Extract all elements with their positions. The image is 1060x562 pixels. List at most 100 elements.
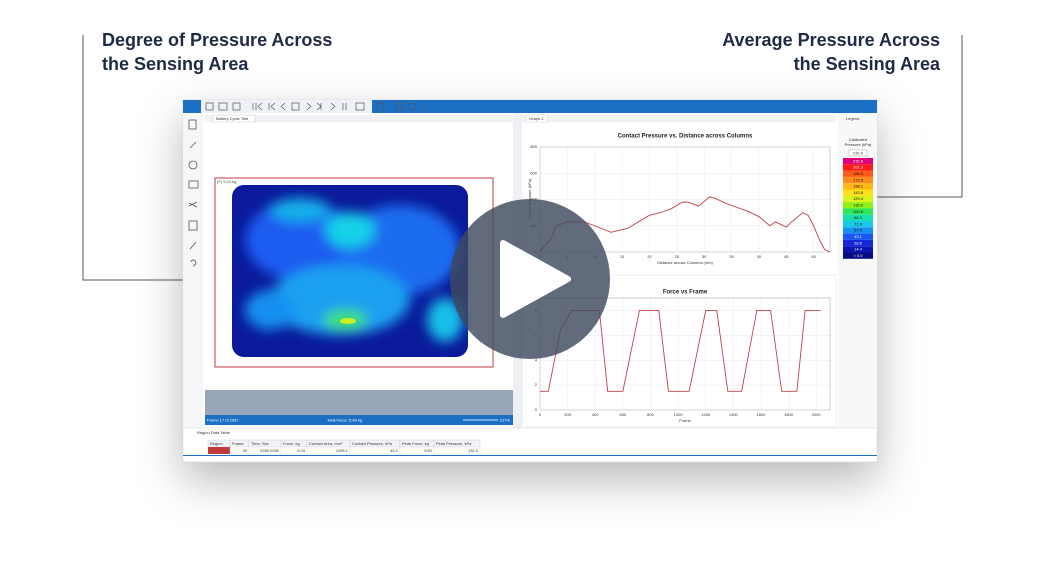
x-tick-label: 1800 bbox=[784, 412, 794, 417]
legend-level: 158.1 bbox=[853, 184, 864, 189]
play-button[interactable] bbox=[450, 199, 610, 359]
table-cell-text: 132.3 bbox=[468, 448, 479, 453]
legend-swatch bbox=[843, 239, 873, 247]
status-zoom: 127% bbox=[500, 418, 511, 423]
table-cell bbox=[433, 446, 481, 455]
y-tick-label: 0 bbox=[535, 407, 538, 412]
y-tick-label: 800 bbox=[530, 144, 537, 149]
annotation-right: the Sensing Area bbox=[794, 54, 941, 74]
canvas-footer bbox=[205, 390, 513, 415]
table-cell-text: 1095.1 bbox=[336, 448, 349, 453]
graph-tab[interactable] bbox=[525, 114, 549, 123]
table-header: Contact Pressure, kPa bbox=[352, 441, 393, 446]
x-axis-label: Frame bbox=[679, 418, 691, 423]
x-tick-label: 2000 bbox=[812, 412, 822, 417]
table-header: Force, kg bbox=[283, 441, 300, 446]
annotation-right: Average Pressure Across bbox=[722, 30, 940, 50]
graph-tab-label[interactable]: Graph-1 bbox=[529, 116, 544, 121]
legend-level: 14.4 bbox=[854, 247, 863, 252]
x-tick-label: 35 bbox=[729, 254, 734, 259]
legend-tab[interactable]: Legend bbox=[846, 116, 859, 121]
legend-swatch bbox=[843, 252, 873, 259]
legend-swatch bbox=[843, 158, 873, 165]
x-tick-label: 25 bbox=[675, 254, 680, 259]
legend-level: 186.9 bbox=[853, 171, 864, 176]
legend-swatch bbox=[843, 233, 873, 240]
legend-level: 172.5 bbox=[853, 177, 864, 182]
legend-swatch bbox=[843, 246, 873, 253]
legend-swatch bbox=[843, 176, 873, 184]
annotation-left: Degree of Pressure Across bbox=[102, 30, 332, 50]
x-tick-label: 400 bbox=[592, 412, 599, 417]
legend-swatch bbox=[843, 214, 873, 221]
legend-level: 43.1 bbox=[854, 234, 863, 239]
legend-level: 215.6 bbox=[853, 158, 864, 163]
x-tick-label: 1600 bbox=[756, 412, 766, 417]
x-tick-label: 200 bbox=[564, 412, 571, 417]
table-cell-text: 45.2 bbox=[390, 448, 399, 453]
annotations: Degree of Pressure Across the Sensing Ar… bbox=[82, 30, 963, 282]
x-tick-label: 45 bbox=[784, 254, 789, 259]
region-label: (F) 5.04 kg bbox=[217, 179, 236, 184]
sidebar bbox=[183, 113, 203, 428]
graph-tab-bar bbox=[522, 115, 836, 122]
legend-level: > 0.0 bbox=[853, 253, 863, 258]
pressure-map bbox=[214, 177, 494, 368]
x-tick-label: 800 bbox=[647, 412, 654, 417]
toolbar[interactable] bbox=[201, 100, 372, 113]
legend-level: 86.3 bbox=[854, 215, 863, 220]
legend-max: 230.0 bbox=[853, 150, 864, 155]
legend-swatch bbox=[843, 183, 873, 190]
table-cell-text: 2280.0280 bbox=[260, 448, 280, 453]
legend-level: 143.8 bbox=[853, 190, 864, 195]
legend-swatch bbox=[843, 164, 873, 171]
y-tick-label: 4 bbox=[535, 357, 538, 362]
toolbar-icons[interactable] bbox=[205, 102, 428, 111]
legend-swatch bbox=[843, 208, 873, 215]
status-frame: Frame 17 of 2087 bbox=[207, 418, 239, 423]
x-tick-label: 600 bbox=[620, 412, 627, 417]
legend-level: 129.4 bbox=[853, 196, 864, 201]
legend-swatch bbox=[843, 195, 873, 203]
legend-level: 28.8 bbox=[854, 240, 863, 245]
data-line bbox=[539, 196, 831, 253]
region-table: Region Frame Time, Sec Force, kg Contact Are… bbox=[207, 439, 481, 455]
callout-line bbox=[82, 35, 228, 281]
x-tick-label: 20 bbox=[647, 254, 652, 259]
region-swatch bbox=[208, 447, 230, 454]
graph-title: Contact Pressure vs. Distance across Col… bbox=[618, 134, 753, 140]
legend-title: Pressure (kPa) bbox=[845, 142, 872, 147]
table-title: Region Data Table bbox=[197, 430, 231, 435]
legend-level: 57.5 bbox=[854, 228, 863, 233]
doc-tab[interactable] bbox=[212, 114, 256, 123]
x-tick-label: 1000 bbox=[674, 412, 684, 417]
x-tick-label: 30 bbox=[702, 254, 707, 259]
legend-swatch bbox=[843, 221, 873, 228]
x-tick-label: 1400 bbox=[729, 412, 739, 417]
table-header: Peak Force, kg bbox=[402, 441, 429, 446]
table-header: Time, Sec bbox=[251, 441, 269, 446]
table-rule bbox=[183, 455, 877, 456]
table-header: Region bbox=[210, 441, 223, 446]
table-header: Peak Pressure, kPa bbox=[436, 441, 472, 446]
doc-tab-label[interactable]: Battery Cycle Test bbox=[216, 116, 249, 121]
zoom-slider[interactable] bbox=[463, 419, 498, 421]
legend-max-box[interactable] bbox=[848, 149, 868, 157]
x-axis-label: Distance across Columns (mm) bbox=[657, 260, 713, 265]
y-tick-label: 2 bbox=[535, 382, 538, 387]
legend-swatch bbox=[843, 227, 873, 234]
table-header: Contact Area, mm² bbox=[309, 441, 343, 446]
legend-level: 71.9 bbox=[854, 221, 863, 226]
doc-tab-bar bbox=[205, 115, 513, 122]
sidebar-icons[interactable] bbox=[188, 119, 199, 267]
x-tick-label: 40 bbox=[757, 254, 762, 259]
legend-swatch bbox=[843, 170, 873, 177]
legend-level: 201.3 bbox=[853, 165, 864, 170]
status-bar bbox=[205, 415, 513, 425]
table-header: Frame bbox=[232, 441, 244, 446]
x-tick-label: 1200 bbox=[701, 412, 711, 417]
annotation-left: the Sensing Area bbox=[102, 54, 249, 74]
x-tick-label: 0 bbox=[539, 412, 542, 417]
